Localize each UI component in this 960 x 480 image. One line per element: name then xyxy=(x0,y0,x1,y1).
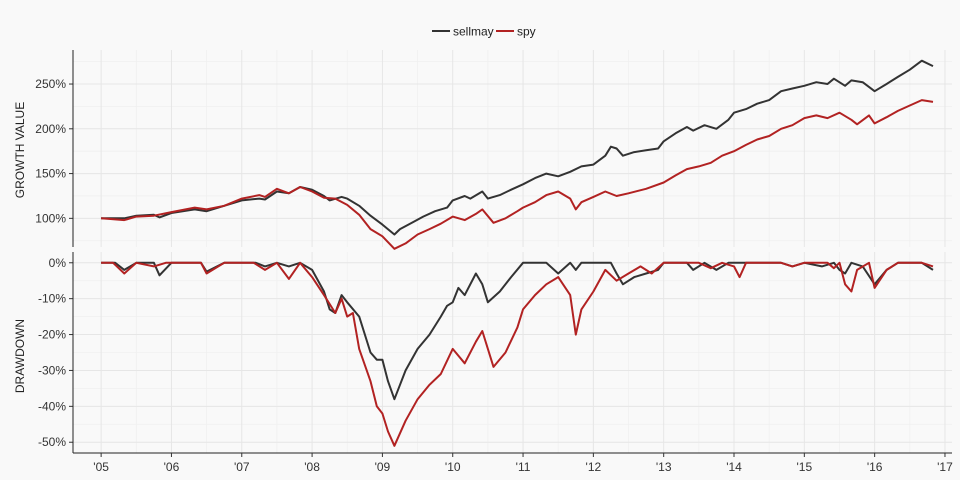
x-tick-label: '13 xyxy=(656,460,672,474)
x-tick-labels: '05 '06 '07 '08 '09 '10 '11 '12 '13 '14 '15 '16 '17 xyxy=(93,453,953,474)
growth-line-spy xyxy=(101,99,934,250)
drawdown-y-tick-labels: 0% -10% -20% -30% -40% -50% xyxy=(38,256,73,449)
growth-y-tick-label: 100% xyxy=(35,211,66,225)
growth-y-tick-label: 150% xyxy=(35,167,66,181)
x-tick-label: '17 xyxy=(937,460,953,474)
drawdown-grid xyxy=(73,252,952,453)
x-tick-label: '16 xyxy=(867,460,883,474)
x-tick-label: '09 xyxy=(375,460,391,474)
x-tick-label: '12 xyxy=(586,460,602,474)
growth-y-axis-title: GROWTH VALUE xyxy=(13,102,27,198)
drawdown-y-axis-title: DRAWDOWN xyxy=(13,319,27,393)
drawdown-series xyxy=(101,261,934,447)
x-tick-label: '06 xyxy=(164,460,180,474)
x-tick-label: '08 xyxy=(304,460,320,474)
x-tick-label: '10 xyxy=(445,460,461,474)
drawdown-panel: 0%-10%-20%-30%-40%-50% DRAWDOWN '05'06'0… xyxy=(13,252,953,474)
drawdown-y-tick-label: -40% xyxy=(38,399,66,413)
x-tick-label: '15 xyxy=(797,460,813,474)
legend: sellmay spy xyxy=(432,25,536,39)
drawdown-y-tick-label: -50% xyxy=(38,435,66,449)
growth-y-tick-label: 250% xyxy=(35,77,66,91)
drawdown-y-tick-label: -10% xyxy=(38,292,66,306)
growth-series xyxy=(101,59,934,250)
drawdown-y-tick-label: -20% xyxy=(38,328,66,342)
x-tick-label: '05 xyxy=(93,460,109,474)
x-tick-label: '11 xyxy=(516,460,531,474)
growth-line-sellmay xyxy=(101,59,934,236)
growth-y-tick-labels: 100% 150% 200% 250% xyxy=(35,77,73,225)
drawdown-y-tick-label: -30% xyxy=(38,363,66,377)
drawdown-line-spy xyxy=(101,261,934,447)
x-tick-label: '14 xyxy=(726,460,742,474)
legend-label-spy: spy xyxy=(517,25,536,39)
x-tick-label: '07 xyxy=(234,460,250,474)
legend-label-sellmay: sellmay xyxy=(453,25,494,39)
growth-y-tick-label: 200% xyxy=(35,122,66,136)
growth-value-panel: 100% 150% 200% 250% GROWTH VALUE xyxy=(13,50,952,250)
growth-grid xyxy=(73,50,952,247)
drawdown-y-tick-label: 0% xyxy=(49,256,67,270)
